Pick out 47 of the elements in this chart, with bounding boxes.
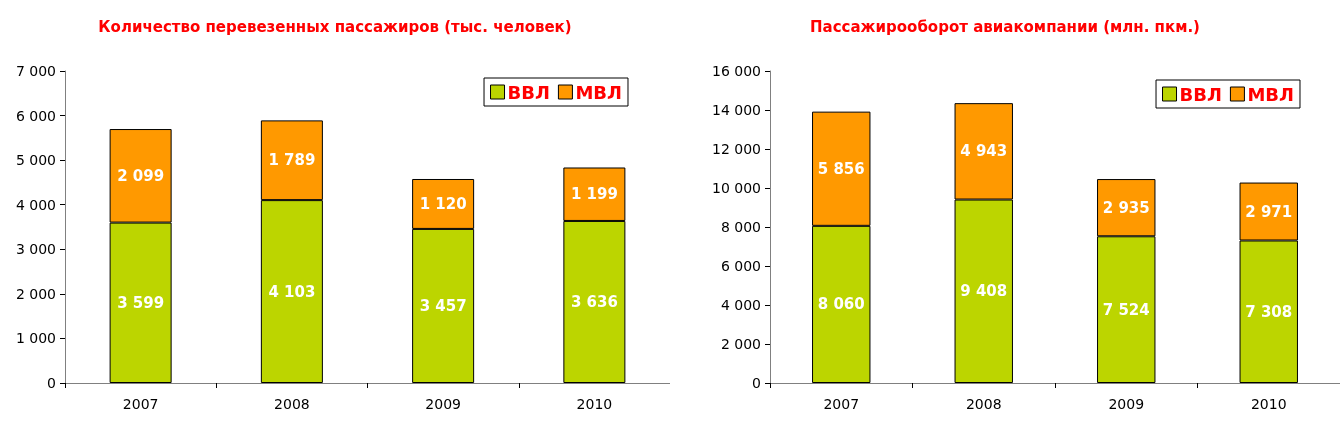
data-label: 3 457 [419,296,467,315]
y-tick-label: 1 000 [15,330,56,347]
data-label: 2 099 [117,166,165,185]
data-label: 9 408 [960,282,1008,301]
x-tick-label: 2007 [122,396,159,412]
data-label: 4 103 [268,282,316,301]
chart-title: Количество перевезенных пассажиров (тыс. человек) [98,17,572,36]
y-tick-label: 0 [752,375,761,391]
data-label: 1 789 [268,151,316,170]
y-tick-label: 7 000 [15,63,56,79]
legend-label: МВЛ [1247,83,1295,105]
data-label: 2 935 [1102,198,1150,217]
x-tick-label: 2010 [576,396,613,412]
y-tick-label: 3 000 [15,241,56,258]
data-label: 2 971 [1245,202,1293,221]
y-tick-label: 10 000 [712,180,761,196]
y-tick-label: 5 000 [15,152,56,169]
x-tick-label: 2008 [274,396,310,412]
y-tick-label: 2 000 [15,285,56,302]
data-label: 7 308 [1245,302,1293,321]
y-tick-label: 16 000 [712,63,761,79]
data-label: 7 524 [1102,300,1150,319]
y-tick-label: 2 000 [720,336,761,352]
y-tick-label: 4 000 [15,196,56,213]
data-label: 3 599 [117,293,165,312]
x-tick-label: 2008 [965,396,1002,412]
chart-title: Пассажирооборот авиакомпании (млн. пкм.) [810,17,1200,36]
x-tick-label: 2009 [1108,396,1145,412]
x-tick-label: 2010 [1250,396,1287,412]
y-tick-label: 14 000 [712,102,761,118]
y-tick-label: 12 000 [712,141,761,157]
data-label: 1 120 [419,194,467,213]
y-tick-label: 0 [47,375,56,391]
data-label: 1 199 [570,185,618,204]
y-tick-label: 6 000 [15,107,56,124]
data-label: 4 943 [960,142,1008,161]
x-tick-label: 2007 [823,396,860,412]
y-tick-label: 4 000 [720,297,761,313]
data-label: 5 856 [817,159,865,178]
data-label: 3 636 [570,292,618,311]
legend-label: ВВЛ [507,81,550,103]
y-tick-label: 6 000 [720,258,761,274]
legend-label: ВВЛ [1179,83,1222,105]
data-label: 8 060 [817,295,865,314]
x-tick-label: 2009 [425,396,461,412]
y-tick-label: 8 000 [720,219,761,235]
legend-label: МВЛ [575,81,623,103]
